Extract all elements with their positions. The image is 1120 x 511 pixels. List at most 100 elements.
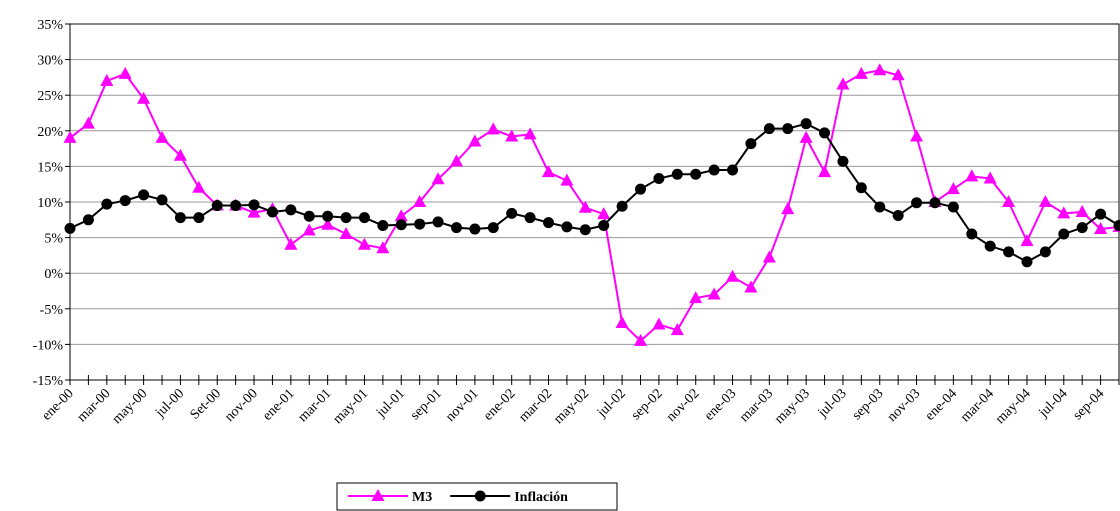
legend-marker (371, 489, 385, 501)
y-tick-label: -5% (40, 303, 64, 318)
marker (946, 182, 960, 195)
marker (173, 148, 187, 161)
marker (892, 210, 904, 222)
marker (247, 205, 261, 218)
marker (1094, 222, 1108, 235)
marker (947, 201, 959, 213)
marker (891, 68, 905, 81)
marker (377, 219, 389, 231)
marker (671, 168, 683, 180)
series-markers (64, 118, 1120, 268)
marker (193, 212, 205, 224)
marker (560, 173, 574, 186)
marker (340, 212, 352, 224)
legend: M3 Inflación (336, 482, 618, 511)
marker (762, 250, 776, 263)
legend-marker (474, 490, 486, 502)
marker (727, 164, 739, 176)
marker (119, 195, 131, 207)
marker (413, 195, 427, 207)
series-line (69, 122, 1120, 263)
y-tick-label: 5% (44, 232, 63, 247)
marker (506, 207, 518, 219)
marker (1113, 219, 1120, 231)
marker (929, 197, 941, 209)
marker (542, 217, 554, 229)
marker (653, 173, 665, 185)
marker (137, 91, 151, 104)
marker (744, 280, 758, 293)
marker (635, 183, 647, 195)
marker (1076, 222, 1088, 234)
marker (634, 333, 648, 346)
y-tick-label: 15% (37, 160, 63, 175)
marker (1002, 195, 1016, 207)
marker (983, 171, 997, 184)
marker (910, 129, 924, 142)
marker (690, 168, 702, 180)
marker (781, 202, 795, 215)
plot-border (69, 23, 1120, 381)
marker (745, 138, 757, 150)
marker (118, 66, 132, 79)
marker (339, 227, 353, 240)
marker (431, 172, 445, 185)
marker (394, 209, 408, 222)
y-tick-label: 30% (37, 54, 63, 69)
marker (468, 134, 482, 147)
y-tick-label: 20% (37, 125, 63, 140)
marker (763, 123, 775, 135)
y-tick-label: 25% (37, 89, 63, 104)
marker (156, 194, 168, 206)
marker (854, 66, 868, 79)
marker (965, 169, 979, 182)
marker (82, 214, 94, 226)
marker (81, 116, 95, 129)
marker (192, 180, 206, 193)
marker (432, 216, 444, 228)
y-tick-label: 10% (37, 196, 63, 211)
marker (707, 287, 721, 300)
marker (64, 222, 76, 234)
marker (302, 223, 316, 236)
marker (449, 154, 463, 167)
marker (615, 316, 629, 329)
marker (799, 130, 813, 143)
marker (211, 200, 223, 212)
marker (819, 127, 831, 139)
marker (1020, 234, 1034, 247)
marker (855, 182, 867, 194)
marker (911, 197, 923, 209)
marker (376, 241, 390, 254)
series-line (69, 69, 1120, 343)
marker (450, 222, 462, 234)
marker (469, 223, 481, 235)
marker (524, 212, 536, 224)
marker (487, 222, 499, 234)
marker (1057, 206, 1071, 219)
marker (689, 291, 703, 304)
marker (248, 199, 260, 211)
marker (966, 228, 978, 240)
marker (726, 269, 740, 282)
legend-label: Inflación (514, 490, 568, 505)
marker (322, 210, 334, 222)
marker (321, 217, 335, 230)
marker (1095, 208, 1107, 220)
marker (358, 212, 370, 224)
marker (541, 165, 555, 178)
marker (230, 200, 242, 212)
y-tick-label: 35% (37, 18, 63, 33)
marker (486, 122, 500, 135)
marker (523, 127, 537, 140)
marker (837, 155, 849, 167)
marker (984, 240, 996, 252)
marker (1039, 246, 1051, 258)
y-tick-label: -15% (33, 374, 64, 389)
marker (708, 164, 720, 176)
marker (597, 207, 611, 220)
marker (1038, 195, 1052, 207)
marker (174, 212, 186, 224)
